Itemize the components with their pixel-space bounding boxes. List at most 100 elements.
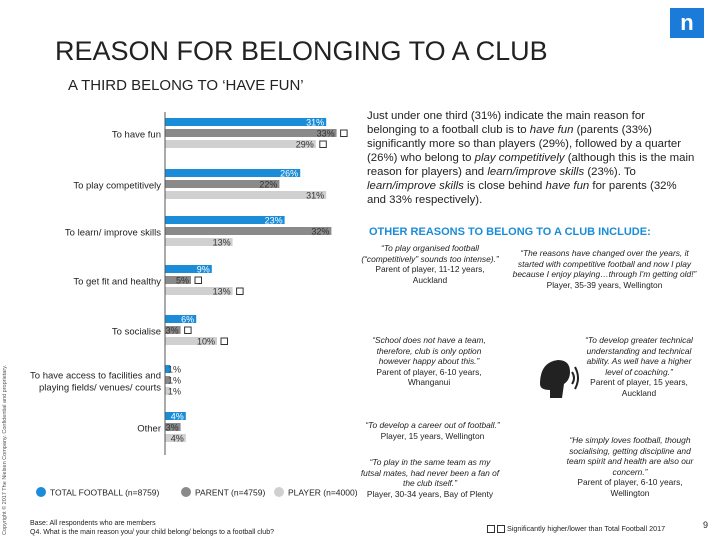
quote-7-text: “He simply loves football, though social… — [566, 435, 694, 477]
desc-part-3: (although this is the main reason for pl… — [367, 152, 695, 178]
bar-parent — [165, 423, 181, 431]
significance-marker — [184, 326, 192, 334]
bar-total — [165, 315, 197, 323]
quote-2-attribution: Player, 35-39 years, Wellington — [546, 279, 663, 290]
quote-7: “He simply loves football, though social… — [565, 435, 695, 498]
bar-total — [165, 169, 301, 177]
bar-player — [165, 140, 316, 148]
footnote-base: Base: All respondents who are members — [30, 520, 156, 527]
bar-parent — [165, 326, 181, 334]
speaker-sound-icon — [540, 360, 579, 398]
quote-2-text: “The reasons have changed over the years… — [512, 248, 697, 279]
bar-total — [165, 265, 212, 273]
category-label: To have fun — [112, 130, 161, 141]
sig-note-text: Significantly higher/lower than Total Fo… — [507, 524, 666, 533]
quote-4: “To develop greater technical understand… — [584, 335, 694, 398]
nielsen-logo: n — [670, 8, 704, 38]
category-label: To have access to facilities and — [30, 371, 161, 382]
data-label: 26% — [280, 169, 298, 179]
sig-box-icon — [497, 524, 505, 533]
data-label: 22% — [259, 180, 277, 190]
page-title: REASON FOR BELONGING TO A CLUB — [55, 36, 548, 66]
category-label: To play competitively — [73, 181, 161, 192]
chart-description: Just under one third (31%) indicate the … — [367, 109, 697, 207]
quote-2: “The reasons have changed over the years… — [512, 248, 697, 290]
data-label: 3% — [166, 423, 179, 433]
data-label: 1% — [168, 387, 181, 397]
category-label: Other — [137, 424, 161, 435]
quote-4-text: “To develop greater technical understand… — [585, 335, 693, 377]
data-label: 3% — [166, 326, 179, 336]
data-label: 33% — [317, 129, 335, 139]
bar-total — [165, 216, 285, 224]
desc-emph-4: learn/improve skills — [367, 180, 464, 192]
data-label: 6% — [181, 315, 194, 325]
category-label: playing fields/ venues/ courts — [39, 383, 161, 394]
legend-marker — [36, 487, 46, 497]
legend-label: TOTAL FOOTBALL (n=8759) — [50, 488, 160, 498]
quote-1: “To play organised football (“competitiv… — [360, 243, 500, 285]
data-label: 4% — [171, 434, 184, 444]
bar-parent — [165, 376, 171, 384]
page-subtitle: A THIRD BELONG TO ‘HAVE FUN’ — [68, 77, 304, 94]
data-label: 31% — [306, 118, 324, 128]
data-label: 31% — [306, 191, 324, 201]
quote-5: “To develop a career out of football.” Pl… — [350, 420, 515, 441]
legend-marker — [274, 487, 284, 497]
data-label: 13% — [213, 287, 231, 297]
quote-1-attribution: Parent of player, 11-12 years, Auckland — [375, 264, 485, 285]
logo-letter: n — [680, 10, 694, 35]
bar-player — [165, 191, 327, 199]
category-label: To get fit and healthy — [73, 277, 161, 288]
bar-player — [165, 434, 186, 442]
data-label: 10% — [197, 337, 215, 347]
bar-parent — [165, 227, 332, 235]
significance-marker — [319, 140, 327, 148]
significance-marker — [340, 129, 348, 137]
bar-parent — [165, 180, 280, 188]
desc-emph-5: have fun — [545, 180, 590, 192]
significance-note: Significantly higher/lower than Total Fo… — [487, 524, 665, 533]
significance-marker — [220, 337, 228, 345]
significance-marker — [236, 287, 244, 295]
quote-5-text: “To develop a career out of football.” — [365, 420, 500, 430]
page-number: 9 — [703, 520, 709, 530]
bar-player — [165, 387, 171, 395]
bar-total — [165, 412, 186, 420]
legend-label: PARENT (n=4759) — [195, 488, 265, 498]
desc-part-5: is close behind — [463, 180, 546, 192]
quote-6: “To play in the same team as my futsal m… — [360, 457, 500, 499]
data-label: 9% — [197, 265, 210, 275]
legend-label: PLAYER (n=4000) — [288, 488, 358, 498]
bar-total — [165, 118, 327, 126]
data-label: 5% — [176, 276, 189, 286]
data-label: 29% — [296, 140, 314, 150]
legend-marker — [181, 487, 191, 497]
sig-box-icon — [487, 524, 495, 533]
category-label: To socialise — [112, 327, 161, 338]
desc-emph-2: play competitively — [474, 152, 565, 164]
desc-emph-3: learn/improve skills — [487, 166, 585, 178]
quote-6-text: “To play in the same team as my futsal m… — [360, 457, 500, 488]
quote-3: “School does not have a team, therefore,… — [360, 335, 498, 388]
data-label: 1% — [168, 376, 181, 386]
data-label: 23% — [265, 216, 283, 226]
bar-player — [165, 337, 217, 345]
desc-part-2: (parents (33%) significantly more so tha… — [367, 124, 682, 164]
quote-3-text: “School does not have a team, therefore,… — [372, 335, 486, 366]
data-label: 13% — [213, 238, 231, 248]
quote-4-attribution: Parent of player, 15 years, Auckland — [590, 377, 688, 398]
quote-6-attribution: Player, 30-34 years, Bay of Plenty — [366, 488, 494, 499]
data-label: 4% — [171, 412, 184, 422]
desc-emph-1: have fun — [529, 124, 574, 136]
data-label: 1% — [168, 365, 181, 375]
quote-7-attribution: Parent of player, 6-10 years, Wellington — [577, 477, 683, 498]
quote-3-attribution: Parent of player, 6-10 years, Whanganui — [376, 366, 482, 388]
desc-part-4: (23%). To — [584, 166, 636, 178]
bar-player — [165, 238, 233, 246]
significance-marker — [194, 276, 202, 284]
quote-1-text: “To play organised football (“competitiv… — [361, 243, 499, 264]
bar-parent — [165, 129, 337, 137]
bar-parent — [165, 276, 191, 284]
bar-total — [165, 365, 171, 373]
